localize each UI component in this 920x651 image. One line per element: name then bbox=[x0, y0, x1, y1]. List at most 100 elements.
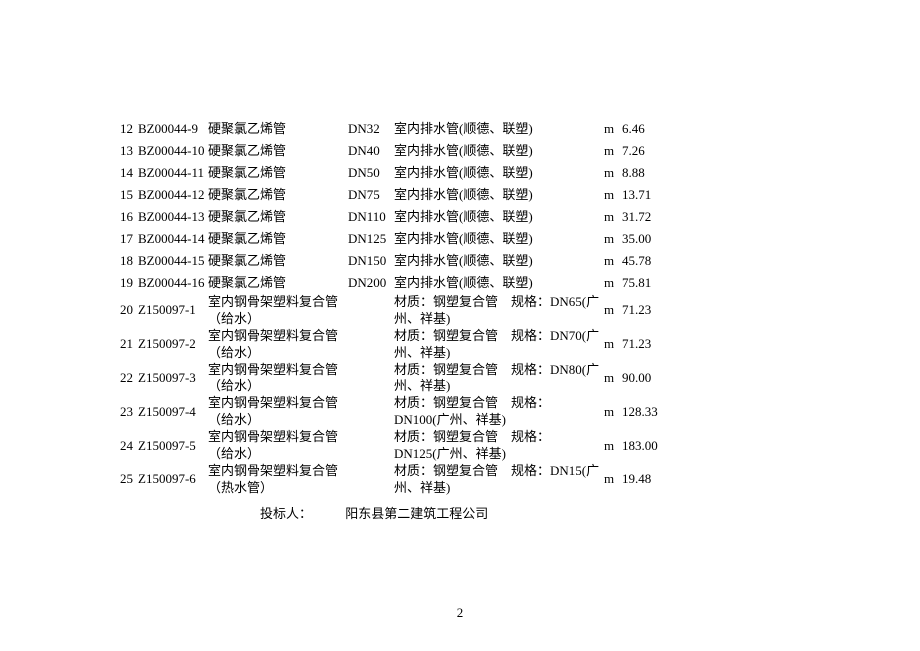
cell-spec: DN32 bbox=[348, 118, 394, 140]
cell-spec: DN150 bbox=[348, 250, 394, 272]
cell-price: 75.81 bbox=[622, 272, 666, 294]
cell-spec: DN75 bbox=[348, 184, 394, 206]
cell-unit: m bbox=[604, 328, 622, 362]
cell-desc: 室内排水管(顺德、联塑) bbox=[394, 272, 604, 294]
page-number: 2 bbox=[0, 605, 920, 621]
cell-unit: m bbox=[604, 250, 622, 272]
table-row: 23Z150097-4室内钢骨架塑料复合管（给水） 材质：钢塑复合管 规格：DN1… bbox=[120, 395, 666, 429]
cell-unit: m bbox=[604, 272, 622, 294]
table-row: 22Z150097-3室内钢骨架塑料复合管（给水）材质：钢塑复合管 规格：DN8… bbox=[120, 362, 666, 396]
table-row: 12BZ00044-9硬聚氯乙烯管DN32室内排水管(顺德、联塑)m6.46 bbox=[120, 118, 666, 140]
cell-index: 12 bbox=[120, 118, 138, 140]
cell-name: 室内钢骨架塑料复合管（给水） bbox=[208, 362, 348, 396]
cell-index: 16 bbox=[120, 206, 138, 228]
cell-price: 183.00 bbox=[622, 429, 666, 463]
cell-unit: m bbox=[604, 140, 622, 162]
cell-name: 室内钢骨架塑料复合管（给水） bbox=[208, 429, 348, 463]
cell-spec: DN125 bbox=[348, 228, 394, 250]
cell-spec bbox=[348, 294, 394, 328]
table-row: 16BZ00044-13硬聚氯乙烯管DN110室内排水管(顺德、联塑)m31.7… bbox=[120, 206, 666, 228]
cell-name: 硬聚氯乙烯管 bbox=[208, 118, 348, 140]
cell-unit: m bbox=[604, 184, 622, 206]
cell-desc: 室内排水管(顺德、联塑) bbox=[394, 162, 604, 184]
cell-unit: m bbox=[604, 429, 622, 463]
cell-unit: m bbox=[604, 294, 622, 328]
cell-name: 硬聚氯乙烯管 bbox=[208, 250, 348, 272]
table-row: 24Z150097-5室内钢骨架塑料复合管（给水）材质：钢塑复合管 规格：DN1… bbox=[120, 429, 666, 463]
cell-spec: DN200 bbox=[348, 272, 394, 294]
cell-code: Z150097-6 bbox=[138, 463, 208, 497]
cell-code: BZ00044-13 bbox=[138, 206, 208, 228]
cell-index: 15 bbox=[120, 184, 138, 206]
cell-code: BZ00044-16 bbox=[138, 272, 208, 294]
cell-name: 室内钢骨架塑料复合管（给水） bbox=[208, 395, 348, 429]
table-row: 15BZ00044-12硬聚氯乙烯管DN75室内排水管(顺德、联塑)m13.71 bbox=[120, 184, 666, 206]
cell-code: Z150097-3 bbox=[138, 362, 208, 396]
cell-spec bbox=[348, 463, 394, 497]
cell-price: 71.23 bbox=[622, 294, 666, 328]
cell-price: 35.00 bbox=[622, 228, 666, 250]
cell-desc: 室内排水管(顺德、联塑) bbox=[394, 140, 604, 162]
cell-spec: DN50 bbox=[348, 162, 394, 184]
cell-unit: m bbox=[604, 162, 622, 184]
cell-name: 硬聚氯乙烯管 bbox=[208, 206, 348, 228]
cell-desc: 室内排水管(顺德、联塑) bbox=[394, 206, 604, 228]
cell-code: BZ00044-12 bbox=[138, 184, 208, 206]
cell-desc: 材质：钢塑复合管 规格：DN125(广州、祥基) bbox=[394, 429, 604, 463]
cell-desc: 室内排水管(顺德、联塑) bbox=[394, 250, 604, 272]
table-row: 13BZ00044-10硬聚氯乙烯管DN40室内排水管(顺德、联塑)m7.26 bbox=[120, 140, 666, 162]
cell-index: 23 bbox=[120, 395, 138, 429]
cell-desc: 材质：钢塑复合管 规格：DN70(广州、祥基) bbox=[394, 328, 604, 362]
cell-index: 18 bbox=[120, 250, 138, 272]
cell-index: 17 bbox=[120, 228, 138, 250]
cell-unit: m bbox=[604, 206, 622, 228]
cell-name: 硬聚氯乙烯管 bbox=[208, 228, 348, 250]
cell-name: 硬聚氯乙烯管 bbox=[208, 184, 348, 206]
cell-price: 71.23 bbox=[622, 328, 666, 362]
table-row: 25Z150097-6室内钢骨架塑料复合管（热水管）材质：钢塑复合管 规格：DN… bbox=[120, 463, 666, 497]
cell-desc: 材质：钢塑复合管 规格：DN100(广州、祥基) bbox=[394, 395, 604, 429]
table-row: 14BZ00044-11硬聚氯乙烯管DN50室内排水管(顺德、联塑)m8.88 bbox=[120, 162, 666, 184]
cell-price: 6.46 bbox=[622, 118, 666, 140]
cell-code: BZ00044-11 bbox=[138, 162, 208, 184]
cell-spec bbox=[348, 328, 394, 362]
cell-code: Z150097-1 bbox=[138, 294, 208, 328]
bidder-value: 阳东县第二建筑工程公司 bbox=[345, 506, 488, 521]
cell-code: Z150097-2 bbox=[138, 328, 208, 362]
cell-code: BZ00044-10 bbox=[138, 140, 208, 162]
table-row: 17BZ00044-14硬聚氯乙烯管DN125室内排水管(顺德、联塑)m35.0… bbox=[120, 228, 666, 250]
cell-price: 90.00 bbox=[622, 362, 666, 396]
cell-index: 14 bbox=[120, 162, 138, 184]
cell-price: 13.71 bbox=[622, 184, 666, 206]
materials-table: 12BZ00044-9硬聚氯乙烯管DN32室内排水管(顺德、联塑)m6.4613… bbox=[120, 118, 666, 497]
cell-unit: m bbox=[604, 118, 622, 140]
cell-unit: m bbox=[604, 395, 622, 429]
cell-desc: 材质：钢塑复合管 规格：DN65(广州、祥基) bbox=[394, 294, 604, 328]
cell-desc: 室内排水管(顺德、联塑) bbox=[394, 184, 604, 206]
cell-desc: 材质：钢塑复合管 规格：DN80(广州、祥基) bbox=[394, 362, 604, 396]
table-row: 18BZ00044-15硬聚氯乙烯管DN150室内排水管(顺德、联塑)m45.7… bbox=[120, 250, 666, 272]
cell-price: 19.48 bbox=[622, 463, 666, 497]
cell-price: 7.26 bbox=[622, 140, 666, 162]
cell-name: 硬聚氯乙烯管 bbox=[208, 272, 348, 294]
cell-spec: DN110 bbox=[348, 206, 394, 228]
cell-price: 45.78 bbox=[622, 250, 666, 272]
cell-name: 室内钢骨架塑料复合管（给水） bbox=[208, 328, 348, 362]
cell-code: BZ00044-14 bbox=[138, 228, 208, 250]
cell-index: 20 bbox=[120, 294, 138, 328]
cell-unit: m bbox=[604, 362, 622, 396]
cell-index: 24 bbox=[120, 429, 138, 463]
cell-code: Z150097-4 bbox=[138, 395, 208, 429]
bidder-line: 投标人： 阳东县第二建筑工程公司 bbox=[120, 503, 800, 522]
cell-name: 室内钢骨架塑料复合管（热水管） bbox=[208, 463, 348, 497]
cell-name: 硬聚氯乙烯管 bbox=[208, 140, 348, 162]
bidder-label: 投标人： bbox=[260, 506, 312, 521]
cell-spec bbox=[348, 362, 394, 396]
cell-code: BZ00044-15 bbox=[138, 250, 208, 272]
cell-price: 128.33 bbox=[622, 395, 666, 429]
cell-price: 31.72 bbox=[622, 206, 666, 228]
cell-desc: 材质：钢塑复合管 规格：DN15(广州、祥基) bbox=[394, 463, 604, 497]
cell-desc: 室内排水管(顺德、联塑) bbox=[394, 228, 604, 250]
cell-desc: 室内排水管(顺德、联塑) bbox=[394, 118, 604, 140]
cell-unit: m bbox=[604, 228, 622, 250]
